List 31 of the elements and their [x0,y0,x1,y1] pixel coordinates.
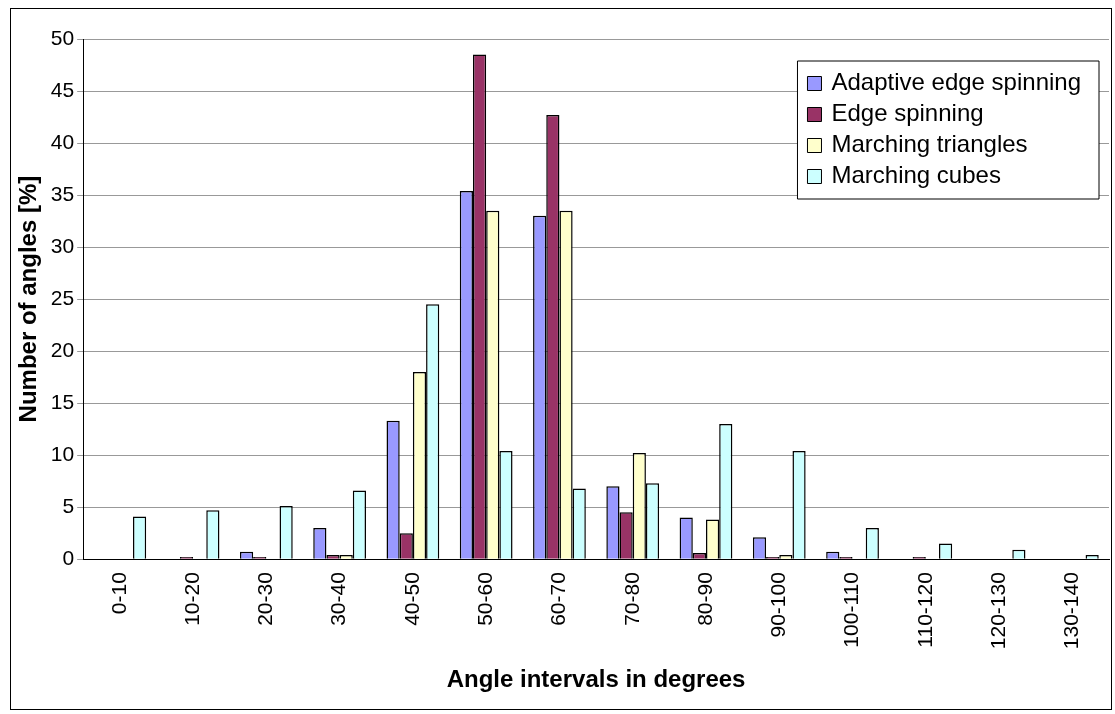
y-tick-label: 20 [50,337,75,361]
y-tick-label: 30 [50,233,75,257]
y-tick-label: 45 [50,77,75,101]
y-tick-label: 50 [50,25,75,49]
y-tick-label: 40 [50,129,75,153]
y-axis-title: Number of angles [%] [14,175,42,423]
legend-label: Adaptive edge spinning [831,68,1081,96]
x-tick-label: 10-20 [179,572,203,626]
x-tick-label: 60-70 [546,572,570,626]
x-tick-label: 0-10 [106,572,130,615]
x-tick-label: 110-120 [912,572,936,648]
y-tick-label: 25 [50,285,75,309]
x-tick-label: 70-80 [619,572,643,626]
x-axis-title: Angle intervals in degrees [446,665,746,693]
x-tick-label: 120-130 [985,572,1009,650]
x-tick-label: 90-100 [766,572,790,638]
x-tick-label: 80-90 [692,572,716,626]
y-tick-label: 35 [50,181,75,205]
x-tick-label: 40-50 [399,572,423,626]
legend-label: Marching cubes [831,161,1001,189]
x-tick-label: 100-110 [839,572,863,648]
x-tick-label: 130-140 [1059,572,1083,650]
y-tick-label: 10 [50,441,75,465]
legend-label: Marching triangles [831,130,1028,158]
x-tick-label: 30-40 [326,572,350,626]
y-tick-label: 15 [50,389,75,413]
y-tick-label: 0 [62,545,75,569]
x-tick-label: 20-30 [253,572,277,626]
y-tick-label: 5 [62,493,75,517]
x-tick-label: 50-60 [472,572,496,626]
legend-label: Edge spinning [831,99,984,127]
